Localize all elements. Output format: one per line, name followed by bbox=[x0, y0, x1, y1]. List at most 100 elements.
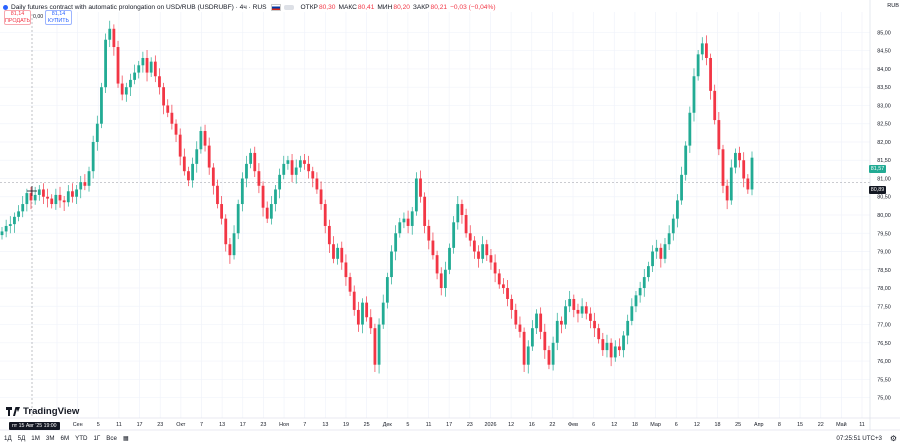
sell-price: 81,14 bbox=[10, 11, 25, 17]
candle-body bbox=[278, 174, 282, 190]
time-tick-label: 16 bbox=[529, 422, 535, 428]
candle-body bbox=[216, 185, 219, 205]
candle-body bbox=[332, 244, 335, 259]
candle-body bbox=[290, 160, 294, 175]
candle-body bbox=[265, 207, 269, 219]
price-tick-label: 83,00 bbox=[877, 103, 891, 109]
sell-label: ПРОДАТЬ bbox=[5, 18, 31, 24]
candle-body bbox=[174, 123, 178, 135]
timeframe-3m[interactable]: 3М bbox=[45, 435, 55, 442]
buy-label: КУПИТЬ bbox=[47, 18, 70, 24]
candle-body bbox=[659, 247, 663, 259]
timeframe-all[interactable]: Все bbox=[106, 435, 117, 442]
price-tick-label: 81,50 bbox=[877, 158, 891, 164]
candle-body bbox=[116, 47, 120, 84]
candle-body bbox=[91, 141, 95, 172]
candle-body bbox=[551, 342, 555, 365]
candle-body bbox=[137, 65, 141, 73]
time-tick-label: 8 bbox=[778, 422, 781, 428]
candle-body bbox=[738, 152, 741, 161]
time-tick-label: Дек bbox=[383, 422, 393, 428]
price-tick-label: 75,00 bbox=[877, 396, 891, 402]
candle-body bbox=[489, 255, 493, 263]
symbol-logo-icon bbox=[3, 4, 8, 10]
buy-button[interactable]: 81,14 КУПИТЬ bbox=[45, 10, 72, 25]
candle-body bbox=[750, 157, 754, 190]
candle-body bbox=[692, 76, 696, 113]
time-tick-label: 13 bbox=[322, 422, 328, 428]
time-tick-label: 12 bbox=[508, 422, 514, 428]
candle-body bbox=[414, 178, 418, 212]
price-tick-label: 81,00 bbox=[877, 176, 891, 182]
time-tick-label: 11 bbox=[426, 422, 432, 428]
candle-body bbox=[327, 225, 331, 245]
candle-body bbox=[613, 346, 617, 358]
time-tick-label: 15 bbox=[797, 422, 803, 428]
candle-body bbox=[158, 76, 161, 88]
candle-body bbox=[207, 145, 211, 168]
timeframe-1y[interactable]: 1Г bbox=[93, 435, 101, 442]
currency-label[interactable]: RUB bbox=[887, 3, 899, 9]
timeframe-5d[interactable]: 5Д bbox=[17, 435, 26, 442]
candle-body bbox=[162, 87, 166, 106]
candle-body bbox=[294, 167, 298, 175]
candle-body bbox=[54, 194, 58, 205]
candle-body bbox=[647, 266, 650, 278]
change-value: −0,03 (−0,04%) bbox=[450, 3, 496, 11]
candle-body bbox=[435, 255, 439, 274]
candle-body bbox=[568, 298, 572, 307]
candle-body bbox=[120, 83, 124, 95]
time-tick-label: 13 bbox=[219, 422, 225, 428]
clock[interactable]: 07:25:51 UTC+3 bbox=[836, 435, 882, 442]
candle-body bbox=[609, 342, 613, 358]
high-label: МАКС bbox=[338, 3, 357, 11]
timeframe-selector: 1Д 5Д 1М 3М 6М YTD 1Г Все ▦ bbox=[4, 435, 135, 442]
candle-body bbox=[485, 244, 489, 256]
symbol-title[interactable]: Daily futures contract with automatic pr… bbox=[11, 3, 267, 11]
date-range-icon[interactable]: ▦ bbox=[122, 435, 129, 442]
candle-body bbox=[182, 156, 186, 172]
candle-body bbox=[493, 262, 497, 274]
candle-body bbox=[671, 218, 675, 234]
candle-body bbox=[286, 160, 290, 164]
price-axis: 75,00 75,50 76,00 76,50 77,00 77,50 78,00 78,50… bbox=[877, 30, 891, 401]
candle-body bbox=[497, 273, 501, 285]
candle-body bbox=[104, 39, 107, 88]
candle-body bbox=[456, 204, 460, 223]
candle-body bbox=[228, 244, 232, 256]
candle-body bbox=[514, 309, 518, 325]
timeframe-ytd[interactable]: YTD bbox=[75, 435, 88, 442]
gear-icon[interactable]: ⚙ bbox=[889, 434, 897, 443]
sell-button[interactable]: 81,14 ПРОДАТЬ bbox=[4, 10, 31, 25]
candle-body bbox=[203, 131, 207, 146]
candle-body bbox=[187, 171, 190, 181]
candle-body bbox=[443, 269, 447, 289]
buy-price: 81,14 bbox=[51, 11, 66, 17]
candle-body bbox=[153, 61, 157, 77]
candle-body bbox=[33, 194, 37, 201]
candle-body bbox=[700, 43, 704, 55]
tradingview-logo[interactable]: TradingView bbox=[6, 406, 79, 417]
time-tick-label: 23 bbox=[467, 422, 473, 428]
candle-body bbox=[501, 284, 505, 289]
timeframe-1d[interactable]: 1Д bbox=[4, 435, 12, 442]
candle-body bbox=[721, 149, 725, 186]
candle-body bbox=[564, 306, 567, 325]
price-tick-label: 77,00 bbox=[877, 323, 891, 329]
candle-body bbox=[199, 131, 203, 150]
candle-body bbox=[555, 320, 559, 343]
timeframe-1m[interactable]: 1М bbox=[31, 435, 40, 442]
candle-body bbox=[365, 302, 369, 318]
crosshair-cursor-icon bbox=[27, 186, 37, 196]
time-tick-label: 22 bbox=[549, 422, 555, 428]
candle-body bbox=[705, 43, 708, 58]
market-status-icon[interactable] bbox=[283, 4, 294, 10]
candle-body bbox=[356, 309, 360, 325]
candle-body bbox=[638, 288, 642, 296]
timeframe-6m[interactable]: 6М bbox=[60, 435, 70, 442]
candle-body bbox=[464, 215, 468, 234]
last-price-badge: 81,57 bbox=[869, 165, 886, 173]
time-tick-label: 6 bbox=[592, 422, 595, 428]
candle-body bbox=[452, 222, 456, 248]
